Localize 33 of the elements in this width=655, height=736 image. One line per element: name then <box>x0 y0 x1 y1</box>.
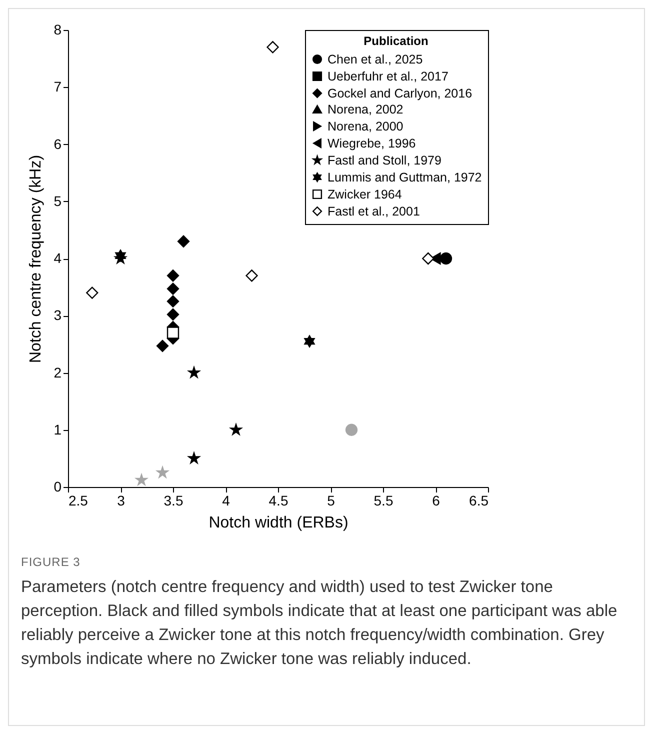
x-tick-label: 5 <box>327 492 336 508</box>
legend-label: Lummis and Guttman, 1972 <box>328 170 482 184</box>
legend-label: Zwicker 1964 <box>328 187 402 202</box>
legend-label: Wiegrebe, 1996 <box>328 136 416 150</box>
y-tick-label: 4 <box>54 250 62 266</box>
x-tick-label: 2.5 <box>68 492 88 508</box>
y-tick-label: 7 <box>54 78 62 95</box>
y-tick-label: 5 <box>54 192 62 209</box>
x-tick-label: 3 <box>117 492 126 508</box>
x-tick-label: 4.5 <box>268 492 288 508</box>
y-tick-label: 2 <box>54 364 62 380</box>
text: Parameters (notch centre frequency and width) used to test Zwicker tone perception. Black and filled symbols indicate that at least one participant was able reliably perceive a Zwicker tone at this notch frequency/width combination. Grey symbols indicate where no Zwicker tone was reliably induced. <box>21 577 618 670</box>
legend-label: Ueberfuhr et al., 2017 <box>328 69 448 84</box>
x-tick-label: 3.5 <box>164 492 184 508</box>
legend-label: Fastl et al., 2001 <box>328 204 420 218</box>
y-axis-title: Notch centre frequency (kHz) <box>28 154 45 364</box>
legend-title: Publication <box>364 34 428 48</box>
y-tick-label: 8 <box>54 22 62 38</box>
y-tick-label: 1 <box>54 421 62 438</box>
x-tick-label: 6.5 <box>469 492 489 508</box>
legend-label: Fastl and Stoll, 1979 <box>328 153 442 168</box>
y-tick-label: 0 <box>54 478 62 494</box>
legend-label: Norena, 2000 <box>328 119 404 134</box>
caption: FIGURE 3 <box>21 555 82 569</box>
legend-label: Norena, 2002 <box>328 102 404 116</box>
x-tick-label: 4 <box>222 492 230 508</box>
legend-label: Gockel and Carlyon, 2016 <box>328 86 472 100</box>
x-tick-label: 6 <box>432 492 440 508</box>
x-axis-title: Notch width (ERBs) <box>208 514 348 532</box>
y-tick-label: 6 <box>54 136 62 152</box>
x-tick-label: 5.5 <box>374 492 394 508</box>
legend-label: Chen et al., 2025 <box>328 52 423 66</box>
y-tick-label: 3 <box>54 307 62 324</box>
